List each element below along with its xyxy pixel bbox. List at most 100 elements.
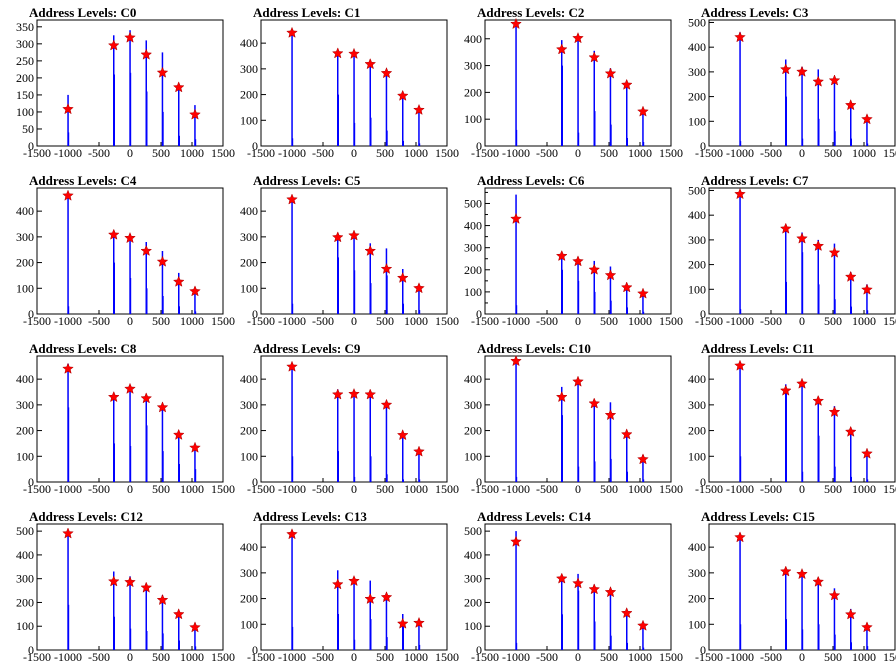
bar bbox=[418, 451, 420, 482]
bar bbox=[785, 96, 787, 146]
x-tick-label: 500 bbox=[152, 482, 170, 496]
bar bbox=[418, 110, 420, 146]
chart-title: Address Levels: C7 bbox=[701, 173, 809, 188]
bar bbox=[370, 619, 372, 650]
peak-star-marker bbox=[189, 441, 201, 453]
chart-panel: Address Levels: C60100200300400500-1500-… bbox=[464, 173, 683, 328]
bar bbox=[866, 646, 869, 650]
y-tick-label: 300 bbox=[16, 230, 34, 244]
bar bbox=[626, 642, 628, 650]
x-tick-label: 1500 bbox=[883, 314, 896, 328]
bar bbox=[626, 471, 628, 482]
bar bbox=[515, 194, 517, 314]
bar bbox=[801, 384, 803, 482]
y-tick-label: 200 bbox=[240, 88, 258, 102]
peak-star-marker bbox=[124, 576, 136, 588]
bar bbox=[353, 476, 356, 482]
bar bbox=[386, 130, 388, 146]
bar bbox=[785, 227, 787, 314]
bar bbox=[162, 633, 164, 650]
bar bbox=[162, 451, 164, 482]
bar bbox=[418, 143, 421, 146]
chart-panel: Address Levels: C11 0 100 200 300 400 -1500 -10… bbox=[688, 341, 896, 496]
x-tick-label: -1000 bbox=[502, 650, 530, 664]
bar bbox=[610, 124, 612, 146]
bar bbox=[129, 234, 131, 314]
x-tick-label: 500 bbox=[600, 314, 618, 328]
x-tick-label: 1000 bbox=[180, 650, 204, 664]
x-tick-label: 500 bbox=[152, 314, 170, 328]
bar bbox=[515, 476, 518, 482]
peak-star-marker bbox=[286, 360, 298, 372]
bar bbox=[129, 72, 132, 146]
bar bbox=[834, 131, 836, 146]
x-tick-label: 1000 bbox=[180, 146, 204, 160]
peak-star-marker bbox=[156, 401, 169, 413]
bar bbox=[833, 76, 836, 146]
y-tick-label: 400 bbox=[688, 40, 706, 54]
y-tick-label: 200 bbox=[16, 71, 34, 85]
bar bbox=[739, 536, 741, 650]
y-tick-label: 200 bbox=[240, 256, 258, 270]
peak-star-marker bbox=[156, 255, 169, 267]
y-tick-label: 0 bbox=[252, 475, 258, 489]
bar bbox=[291, 626, 294, 650]
y-tick-label: 50 bbox=[22, 122, 34, 136]
x-tick-label: 1000 bbox=[404, 650, 428, 664]
peak-star-marker bbox=[828, 589, 841, 601]
bar bbox=[515, 22, 517, 147]
peak-star-marker bbox=[380, 262, 393, 274]
peak-star-marker bbox=[286, 26, 298, 38]
y-tick-label: 300 bbox=[464, 59, 482, 73]
x-tick-label: -1500 bbox=[247, 482, 275, 496]
x-tick-label: 500 bbox=[600, 482, 618, 496]
x-tick-label: -500 bbox=[536, 650, 558, 664]
y-tick-label: 100 bbox=[240, 449, 258, 463]
bar bbox=[418, 285, 420, 314]
x-tick-label: -1000 bbox=[502, 146, 530, 160]
chart-title: Address Levels: C9 bbox=[253, 341, 361, 356]
chart-panel: Address Levels: C1 0 100 200 300 400 -1500 -100… bbox=[240, 5, 459, 160]
peak-star-marker bbox=[555, 572, 568, 584]
chart-panel: Address Levels: C12 0 100 200 300 400 500 -1500… bbox=[16, 509, 235, 664]
y-tick-label: 0 bbox=[476, 475, 482, 489]
bar bbox=[337, 257, 339, 314]
peak-star-marker bbox=[62, 362, 74, 374]
peak-star-marker bbox=[331, 388, 344, 400]
bar bbox=[178, 86, 180, 146]
bar bbox=[194, 139, 197, 146]
x-tick-label: -1500 bbox=[695, 314, 723, 328]
y-tick-label: 0 bbox=[476, 139, 482, 153]
bar bbox=[129, 386, 131, 482]
peak-star-marker bbox=[364, 58, 377, 70]
bar bbox=[739, 141, 742, 146]
bar bbox=[866, 143, 869, 146]
peak-star-marker bbox=[348, 229, 360, 241]
y-tick-label: 200 bbox=[464, 424, 482, 438]
peak-star-marker bbox=[620, 607, 633, 619]
bar bbox=[642, 109, 644, 146]
y-tick-label: 0 bbox=[28, 643, 34, 657]
bar bbox=[642, 455, 644, 482]
y-tick-label: 0 bbox=[700, 643, 706, 657]
x-tick-label: 0 bbox=[575, 146, 581, 160]
x-tick-label: -1500 bbox=[247, 146, 275, 160]
peak-star-marker bbox=[396, 89, 409, 101]
chart-panel: Address Levels: C14 0 100 200 300 400 500 -1500… bbox=[464, 509, 683, 664]
x-tick-label: 500 bbox=[600, 146, 618, 160]
chart-panel: Address Levels: C9 0 100 200 300 400 -1500 -100… bbox=[240, 341, 459, 496]
chart-panel: Address Levels: C2 0 100 200 300 400 -1500 -100… bbox=[464, 5, 683, 160]
peak-star-marker bbox=[510, 212, 522, 224]
y-tick-label: 300 bbox=[688, 233, 706, 247]
x-tick-label: 0 bbox=[127, 482, 133, 496]
x-tick-label: 500 bbox=[152, 146, 170, 160]
peak-star-marker bbox=[637, 619, 649, 631]
peak-star-marker bbox=[380, 591, 393, 603]
peak-star-marker bbox=[734, 531, 746, 543]
x-tick-label: -500 bbox=[88, 314, 110, 328]
peak-star-marker bbox=[779, 384, 792, 396]
bar bbox=[866, 117, 868, 146]
bar bbox=[194, 105, 196, 146]
bar bbox=[610, 458, 612, 482]
x-tick-label: -1500 bbox=[695, 146, 723, 160]
